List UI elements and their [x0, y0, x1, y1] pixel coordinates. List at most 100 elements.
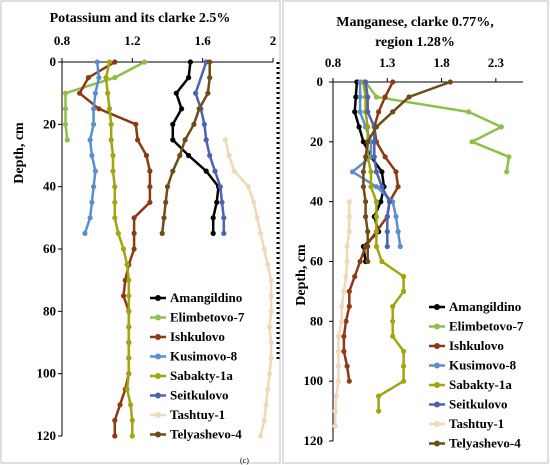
right-data-point-telyashevo-4	[363, 199, 369, 205]
right-data-point-sabakty-1a	[390, 318, 396, 324]
right-data-point-telyashevo-4	[363, 154, 369, 160]
left-data-point-tashtuy-1	[258, 433, 264, 439]
right-data-point-sabakty-1a	[390, 303, 396, 309]
left-data-point-sabakty-1a	[115, 230, 121, 236]
right-x-tick-label: 1.3	[379, 55, 396, 70]
right-data-point-sabakty-1a	[401, 273, 407, 280]
right-y-tick-label: 60	[310, 254, 323, 269]
right-data-point-ishkulovo	[357, 258, 363, 265]
left-data-point-tashtuy-1	[263, 402, 269, 408]
right-panel-frame	[282, 0, 549, 464]
left-data-point-tashtuy-1	[266, 324, 273, 330]
right-data-point-ishkulovo	[390, 79, 396, 85]
right-data-point-seitkulovo	[384, 214, 390, 220]
left-data-point-amangildino	[170, 121, 176, 127]
left-data-point-amangildino	[187, 59, 193, 65]
left-data-point-elimbetovo-7	[62, 121, 69, 127]
left-y-tick-label: 100	[37, 366, 57, 381]
left-data-point-tashtuy-1	[261, 246, 267, 252]
right-y-tick-label: 40	[310, 194, 323, 209]
left-x-tick-label: 1.6	[195, 33, 212, 48]
left-data-point-seitkulovo	[207, 152, 213, 159]
right-y-tick-label: 120	[304, 433, 324, 448]
left-data-point-sabakty-1a	[106, 59, 113, 65]
left-data-point-sabakty-1a	[105, 90, 111, 96]
right-data-point-kusimovo-8	[357, 109, 363, 115]
left-data-point-kusimovo-8	[87, 215, 93, 221]
left-data-point-ishkulovo	[85, 75, 91, 81]
left-data-point-kusimovo-8	[91, 184, 97, 190]
left-legend-label: Elimbetovo-7	[170, 310, 245, 325]
right-data-point-tashtuy-1	[343, 273, 349, 280]
right-data-point-sabakty-1a	[373, 199, 379, 205]
left-series-line-kusimovo-8	[83, 61, 101, 234]
right-data-point-sabakty-1a	[401, 363, 407, 369]
left-data-point-sabakty-1a	[128, 402, 134, 408]
left-data-point-sabakty-1a	[108, 137, 114, 143]
left-data-point-telyashevo-4	[207, 59, 213, 65]
right-data-point-amangildino	[379, 169, 385, 175]
right-legend-label: Amangildino	[449, 299, 521, 314]
left-data-point-amangildino	[214, 199, 220, 205]
left-data-point-sabakty-1a	[103, 75, 109, 81]
right-data-point-seitkulovo	[384, 229, 390, 235]
left-data-point-tashtuy-1	[265, 262, 271, 268]
left-data-point-telyashevo-4	[207, 75, 213, 81]
left-y-tick-label: 0	[50, 54, 57, 69]
left-data-point-tashtuy-1	[265, 386, 271, 392]
right-data-point-amangildino	[352, 109, 358, 115]
left-x-tick-label: 1.2	[124, 33, 140, 48]
right-data-point-tashtuy-1	[346, 229, 352, 235]
left-data-point-sabakty-1a	[129, 417, 135, 423]
right-data-point-seitkulovo	[371, 154, 377, 160]
left-data-point-sabakty-1a	[124, 262, 130, 268]
right-data-point-tashtuy-1	[335, 363, 341, 369]
left-legend-swatch-marker	[155, 353, 161, 360]
right-data-point-ishkulovo	[376, 109, 382, 115]
left-data-point-ishkulovo	[77, 90, 83, 96]
left-legend-swatch-marker	[155, 295, 161, 301]
right-data-point-seitkulovo	[386, 199, 393, 205]
left-legend: Amangildino Elimbetovo-7 Ishkulovo Kusimovo…	[150, 290, 245, 442]
right-data-point-sabakty-1a	[373, 214, 379, 220]
right-series-line-ishkulovo	[342, 81, 400, 382]
right-data-point-tashtuy-1	[341, 288, 347, 294]
left-data-point-ishkulovo	[135, 137, 141, 143]
right-data-point-sabakty-1a	[401, 378, 407, 384]
left-data-point-amangildino	[186, 152, 192, 159]
right-data-point-sabakty-1a	[376, 393, 382, 399]
right-data-point-tashtuy-1	[335, 378, 341, 384]
right-data-point-telyashevo-4	[447, 79, 453, 85]
right-chart-subtitle: region 1.28%	[375, 35, 455, 50]
left-data-point-ishkulovo	[120, 293, 127, 299]
right-data-point-telyashevo-4	[373, 124, 379, 130]
left-data-point-seitkulovo	[221, 230, 227, 236]
left-series-line-ishkulovo	[77, 60, 152, 436]
left-data-point-telyashevo-4	[205, 90, 211, 96]
right-data-point-elimbetovo-7	[373, 94, 379, 100]
right-data-point-elimbetovo-7	[466, 109, 472, 115]
left-data-point-tashtuy-1	[245, 184, 251, 190]
right-legend-swatch-marker	[434, 421, 440, 427]
right-plot-area: 0.8 1.3 1.8 2.3 0 20 40 60 80 100 120 Amangildino El…	[304, 55, 524, 451]
left-data-point-ishkulovo	[147, 168, 153, 174]
right-legend-label: Tashtuy-1	[449, 416, 504, 431]
left-y-tick-label: 80	[43, 303, 56, 318]
left-legend-swatch-marker	[155, 314, 161, 321]
left-data-point-kusimovo-8	[91, 106, 97, 112]
left-data-point-amangildino	[186, 75, 192, 81]
right-data-point-sabakty-1a	[390, 333, 396, 339]
right-data-point-tashtuy-1	[335, 348, 341, 354]
left-data-point-amangildino	[210, 230, 216, 236]
right-data-point-ishkulovo	[393, 169, 399, 175]
left-data-point-telyashevo-4	[159, 230, 165, 236]
left-data-point-ishkulovo	[112, 417, 118, 423]
right-data-point-telyashevo-4	[365, 139, 371, 145]
right-data-point-telyashevo-4	[365, 229, 371, 235]
left-data-point-telyashevo-4	[170, 168, 176, 174]
left-data-point-sabakty-1a	[126, 293, 132, 299]
right-data-point-tashtuy-1	[335, 333, 341, 339]
right-data-point-ishkulovo	[382, 94, 388, 100]
left-data-point-sabakty-1a	[108, 121, 114, 127]
